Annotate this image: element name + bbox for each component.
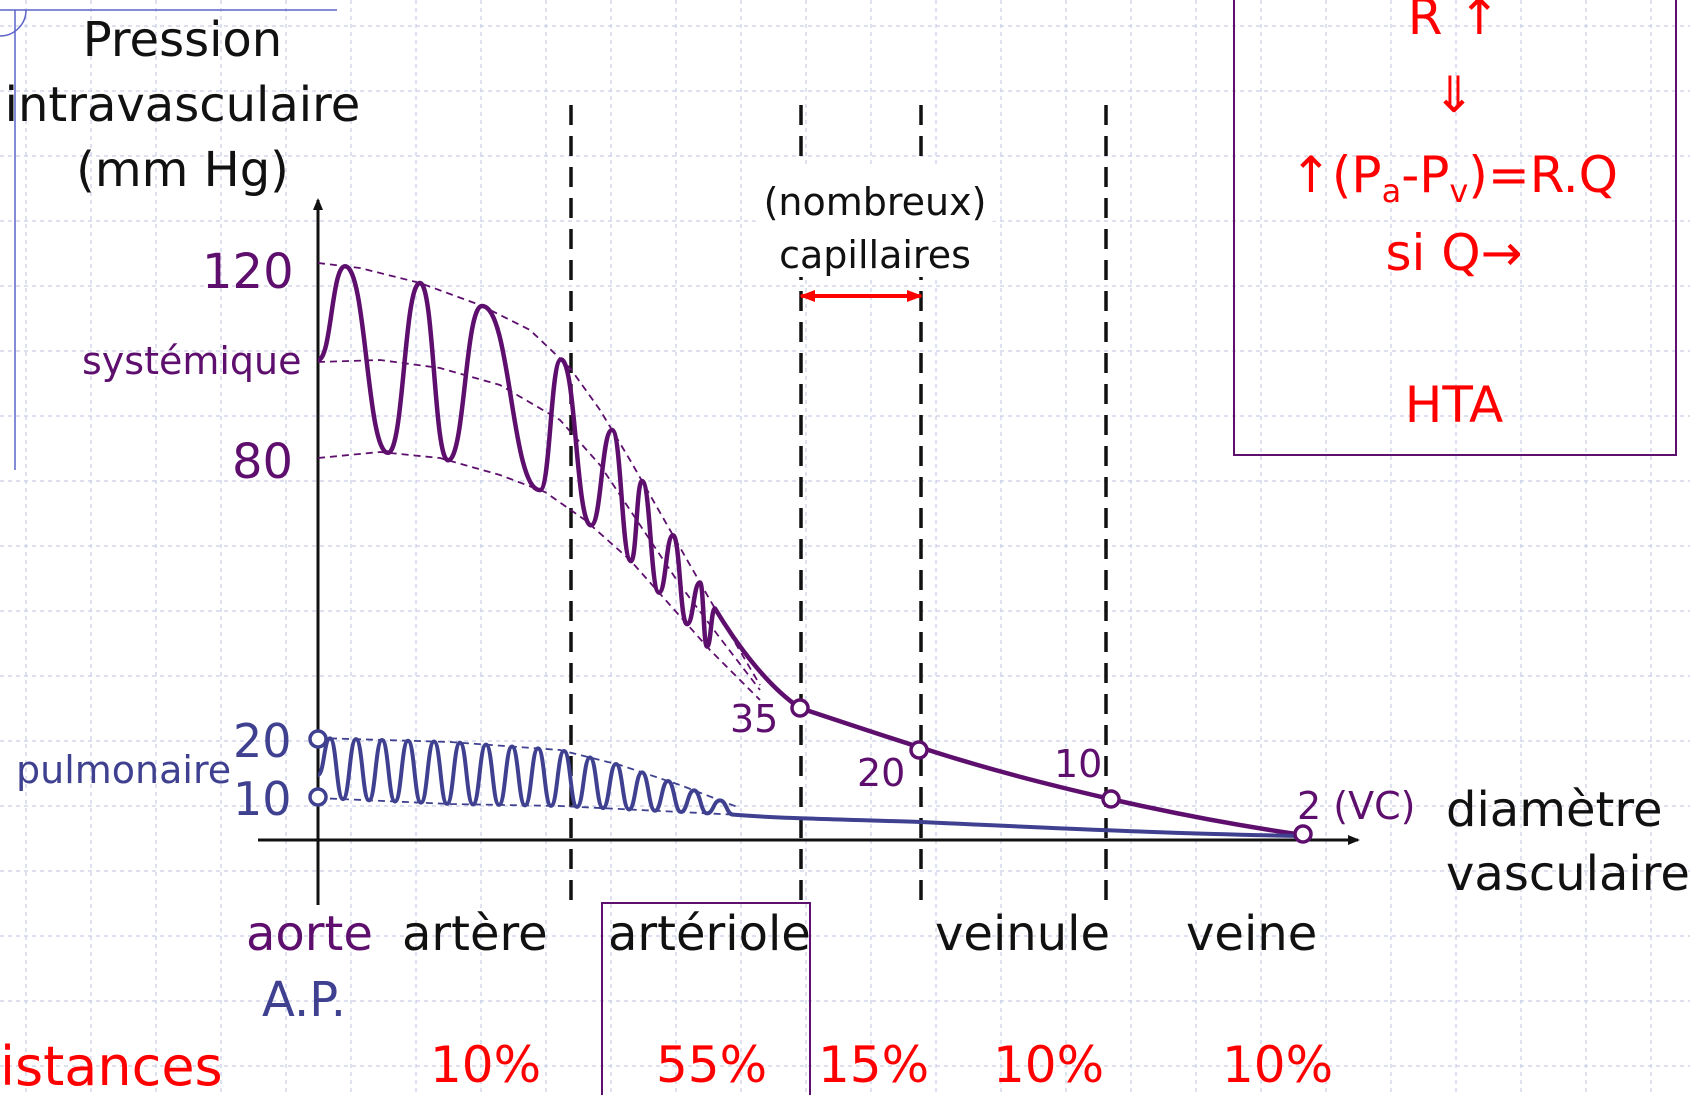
box-eq-sub-v: v — [1449, 172, 1469, 210]
box-line-resistance: R ↑ — [1407, 0, 1501, 46]
box-line-flow: si Q→ — [1385, 224, 1523, 282]
systemic-pressure-curve — [316, 263, 1304, 838]
box-line-equation: ↑(Pa-Pv)=R.Q — [1234, 150, 1674, 207]
resistance-arteriole: 55% — [656, 1036, 768, 1094]
systemic-label: systémique — [82, 339, 302, 383]
resistance-capillaires: 15% — [818, 1036, 930, 1094]
point-label-10: 10 — [1054, 742, 1103, 786]
box-frame — [1233, 0, 1677, 456]
pulmonary-pressure-curve — [316, 736, 1304, 838]
y-axis-title-line3: (mm Hg) — [76, 142, 289, 198]
resistance-veine: 10% — [1222, 1036, 1334, 1094]
systemic-point-35 — [790, 698, 810, 718]
y-axis-title-line2: intravasculaire — [4, 77, 361, 133]
arteriole-frame — [601, 902, 811, 1095]
segment-veine: veine — [1186, 906, 1318, 962]
y-axis-title-line1: Pression — [82, 12, 283, 68]
segment-arteriole: artériole — [608, 906, 811, 962]
capillary-label-line2: capillaires — [755, 236, 995, 274]
y-tick-20: 20 — [233, 714, 292, 768]
box-eq-dash: -P — [1401, 146, 1450, 204]
systemic-point-20 — [909, 740, 929, 760]
pulmonary-lower-envelope — [317, 797, 741, 816]
frame-corner-arc — [0, 9, 27, 37]
resistance-veinule: 10% — [993, 1036, 1105, 1094]
systemic-point-10 — [1101, 789, 1121, 809]
box-eq-start: ↑(P — [1290, 146, 1382, 204]
systemic-lower-envelope — [317, 451, 761, 701]
segment-artere: artère — [402, 906, 548, 962]
resistances-label: istances — [0, 1035, 223, 1095]
pulmonary-point-20 — [308, 729, 328, 749]
y-tick-80: 80 — [232, 434, 294, 490]
x-axis-title-line1: diamètre — [1446, 782, 1663, 838]
systemic-upper-envelope — [317, 262, 761, 686]
y-tick-120: 120 — [202, 244, 294, 300]
box-eq-sub-a: a — [1381, 172, 1402, 210]
segment-ap: A.P. — [262, 972, 346, 1028]
segment-veinule: veinule — [935, 906, 1110, 962]
box-line-implies: ⇓ — [1433, 66, 1475, 124]
box-eq-end: )=R.Q — [1468, 146, 1618, 204]
point-label-2vc: 2 (VC) — [1297, 784, 1416, 828]
segment-aorte: aorte — [246, 906, 373, 962]
systemic-mean-envelope — [317, 359, 761, 691]
pulmonary-point-10 — [308, 787, 328, 807]
y-tick-10: 10 — [233, 772, 292, 826]
resistance-artere: 10% — [430, 1036, 542, 1094]
point-label-35: 35 — [730, 697, 779, 741]
capillary-label-line1: (nombreux) — [755, 183, 995, 221]
point-label-20: 20 — [857, 751, 906, 795]
x-axis-title-line2: vasculaire — [1446, 846, 1690, 902]
pulmonary-upper-envelope — [317, 737, 741, 809]
pulmonary-label: pulmonaire — [16, 748, 232, 792]
box-line-hta: HTA — [1404, 376, 1504, 434]
systemic-point-2 — [1293, 824, 1313, 844]
